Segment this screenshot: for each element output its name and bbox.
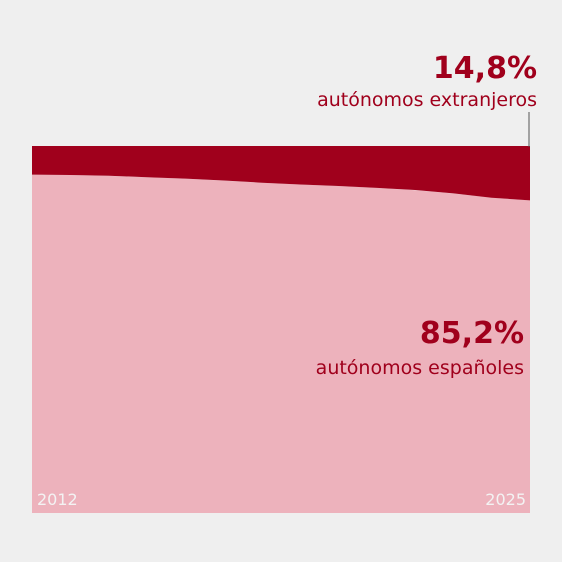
area-series-spanish bbox=[32, 174, 530, 513]
x-tick-label-end: 2025 bbox=[485, 490, 526, 509]
area-layer bbox=[32, 146, 530, 513]
annotation-foreign-label: autónomos extranjeros bbox=[317, 89, 537, 111]
annotation-foreign-value: 14,8% bbox=[433, 51, 537, 86]
x-tick-label-start: 2012 bbox=[37, 490, 78, 509]
annotation-spanish-label: autónomos españoles bbox=[316, 357, 524, 379]
area-series-foreign bbox=[32, 146, 530, 201]
annotation-spanish-value: 85,2% bbox=[420, 316, 524, 351]
